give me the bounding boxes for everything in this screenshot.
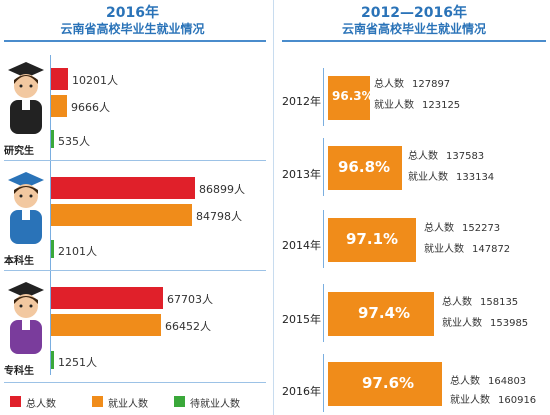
group-divider-1 <box>4 160 266 161</box>
left-title-rule <box>4 40 266 42</box>
total-text-2014: 总人数 152273 <box>424 223 501 234</box>
category-label-graduate: 研究生 <box>4 146 34 157</box>
bar-label-total-college: 67703人 <box>167 293 213 306</box>
legend-swatch-waiting <box>174 396 185 407</box>
employed-text-2013: 就业人数 133134 <box>408 172 495 183</box>
employed-text-2014: 就业人数 147872 <box>424 244 511 255</box>
legend-swatch-total <box>10 396 21 407</box>
rate-box-2016 <box>328 362 442 406</box>
rate-value-2013: 96.8% <box>338 158 391 176</box>
bar-employed-graduate <box>51 95 67 117</box>
year-label-2013: 2013年 <box>282 168 321 181</box>
bar-label-total-undergraduate: 86899人 <box>199 183 245 196</box>
bar-label-employed-college: 66452人 <box>165 320 211 333</box>
bar-label-waiting-college: 1251人 <box>58 356 97 369</box>
row-frame-2012 <box>323 68 324 126</box>
year-label-2012: 2012年 <box>282 95 321 108</box>
right-title-year: 2012—2016年 <box>361 5 467 21</box>
bar-total-college <box>51 287 163 309</box>
total-text-2015: 总人数 158135 <box>442 297 519 308</box>
panel-divider <box>273 0 274 415</box>
row-frame-2016 <box>323 354 324 412</box>
bar-total-undergraduate <box>51 177 195 199</box>
year-label-2015: 2015年 <box>282 313 321 326</box>
total-text-2013: 总人数 137583 <box>408 151 485 162</box>
rate-box-2012 <box>328 76 370 120</box>
group-divider-2 <box>4 270 266 271</box>
rate-value-2016: 97.6% <box>362 374 415 392</box>
left-subtitle: 云南省高校毕业生就业情况 <box>60 22 205 36</box>
bar-label-waiting-graduate: 535人 <box>58 135 90 148</box>
legend-divider <box>4 382 266 383</box>
bar-employed-college <box>51 314 161 336</box>
legend-label-waiting: 待就业人数 <box>190 399 240 410</box>
bar-waiting-graduate <box>51 130 54 148</box>
row-frame-2014 <box>323 210 324 268</box>
employed-text-2015: 就业人数 153985 <box>442 318 529 329</box>
category-label-undergraduate: 本科生 <box>4 256 34 267</box>
total-text-2012: 总人数 127897 <box>374 79 451 90</box>
employed-text-2012: 就业人数 123125 <box>374 100 461 111</box>
legend-label-employed: 就业人数 <box>108 399 148 410</box>
bar-label-total-graduate: 10201人 <box>72 74 118 87</box>
bar-label-waiting-undergraduate: 2101人 <box>58 245 97 258</box>
graduate-student-icon <box>8 62 44 134</box>
right-title-rule <box>282 40 546 42</box>
left-axis-line <box>50 55 51 375</box>
row-frame-2015 <box>323 284 324 342</box>
legend-swatch-employed <box>92 396 103 407</box>
bar-waiting-college <box>51 351 54 369</box>
bar-total-graduate <box>51 68 68 90</box>
year-label-2016: 2016年 <box>282 385 321 398</box>
left-title-year: 2016年 <box>106 5 159 21</box>
rate-value-2015: 97.4% <box>358 304 411 322</box>
undergraduate-icon <box>8 172 44 244</box>
bar-employed-undergraduate <box>51 204 192 226</box>
rate-box-2015 <box>328 292 434 336</box>
right-subtitle: 云南省高校毕业生就业情况 <box>341 22 486 36</box>
bar-label-employed-graduate: 9666人 <box>71 101 110 114</box>
rate-value-2012: 96.3% <box>332 89 374 103</box>
row-frame-2013 <box>323 138 324 196</box>
bar-waiting-undergraduate <box>51 240 54 258</box>
total-text-2016: 总人数 164803 <box>450 376 527 387</box>
bar-label-employed-undergraduate: 84798人 <box>196 210 242 223</box>
year-label-2014: 2014年 <box>282 239 321 252</box>
category-label-college: 专科生 <box>4 366 34 377</box>
rate-box-2013 <box>328 146 402 190</box>
junior-college-icon <box>8 282 44 354</box>
rate-box-2014 <box>328 218 416 262</box>
employed-text-2016: 就业人数 160916 <box>450 395 537 406</box>
rate-value-2014: 97.1% <box>346 230 399 248</box>
legend-label-total: 总人数 <box>26 399 56 410</box>
